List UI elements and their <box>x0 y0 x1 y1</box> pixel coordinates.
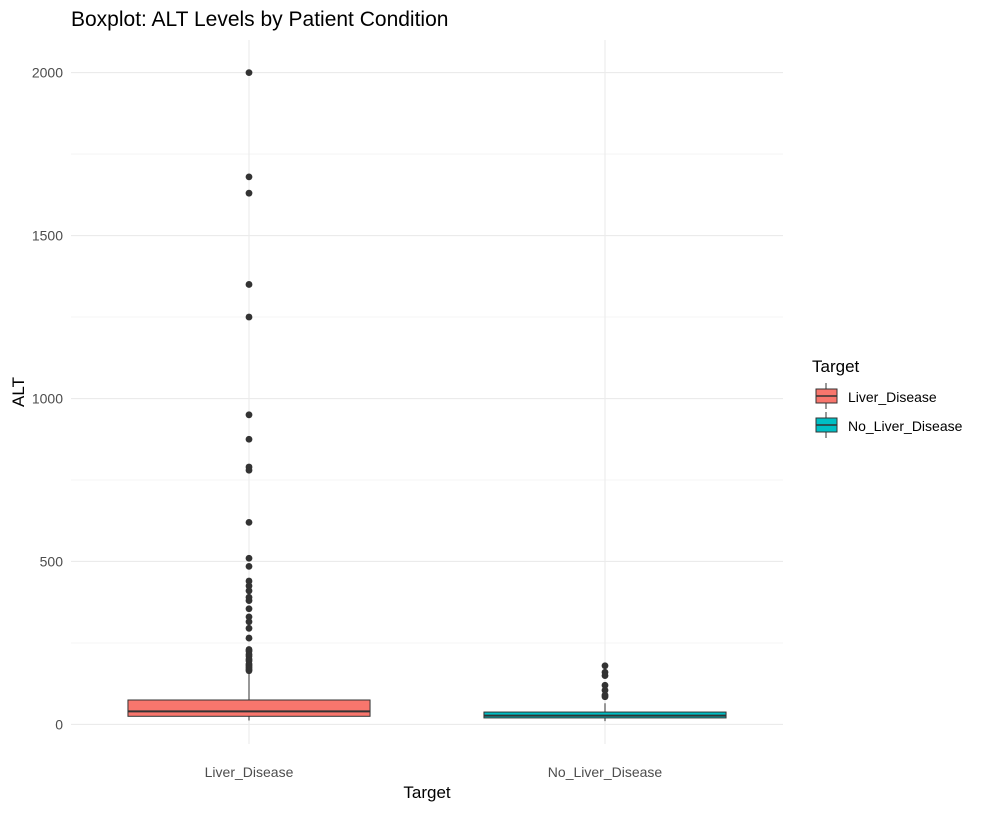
outlier-point <box>245 587 253 595</box>
outlier-point <box>245 518 253 526</box>
y-tick-label: 2000 <box>32 65 63 81</box>
chart-title: Boxplot: ALT Levels by Patient Condition <box>71 8 448 31</box>
legend-item-Liver_Disease: Liver_Disease <box>815 383 937 409</box>
outlier-point <box>245 618 253 626</box>
x-axis-ticks: Liver_Disease No_Liver_Disease <box>205 764 663 780</box>
outlier-point <box>601 686 609 694</box>
legend-title: Target <box>812 357 860 376</box>
outlier-point <box>245 624 253 632</box>
legend-label: No_Liver_Disease <box>848 418 963 434</box>
outlier-point <box>245 605 253 613</box>
box-rect <box>127 699 371 717</box>
outlier-point <box>245 613 253 621</box>
box-No_Liver_Disease <box>483 662 727 722</box>
outlier-point <box>601 693 609 701</box>
box-Liver_Disease <box>127 69 371 721</box>
outlier-point <box>245 189 253 197</box>
y-tick-label: 500 <box>40 553 64 569</box>
y-tick-label: 1000 <box>32 391 63 407</box>
outlier-point <box>245 435 253 443</box>
legend-label: Liver_Disease <box>848 389 937 405</box>
outlier-point <box>245 582 253 590</box>
outlier-point <box>245 554 253 562</box>
boxes <box>127 69 727 722</box>
outlier-point <box>245 562 253 570</box>
outlier-point <box>601 662 609 670</box>
outlier-point <box>245 411 253 419</box>
x-tick-label: No_Liver_Disease <box>548 764 663 780</box>
y-tick-label: 1500 <box>32 228 63 244</box>
outlier-point <box>245 597 253 604</box>
x-axis-title: Target <box>403 783 451 802</box>
y-axis-ticks: 0 500 1000 1500 2000 <box>32 65 63 733</box>
outlier-point <box>245 313 253 321</box>
legend: Target Liver_Disease No_Liver_Disease <box>812 357 963 438</box>
y-tick-label: 0 <box>55 716 63 732</box>
x-tick-label: Liver_Disease <box>205 764 294 780</box>
y-axis-title: ALT <box>9 377 28 407</box>
outlier-point <box>245 69 253 76</box>
legend-item-No_Liver_Disease: No_Liver_Disease <box>815 412 963 438</box>
outlier-point <box>245 281 253 288</box>
outlier-point <box>245 577 253 585</box>
outlier-point <box>245 667 253 675</box>
outlier-point <box>245 634 253 642</box>
outlier-point <box>245 466 253 474</box>
grid <box>71 40 783 744</box>
outlier-point <box>601 672 609 679</box>
outlier-point <box>601 681 609 689</box>
outlier-point <box>245 173 253 181</box>
